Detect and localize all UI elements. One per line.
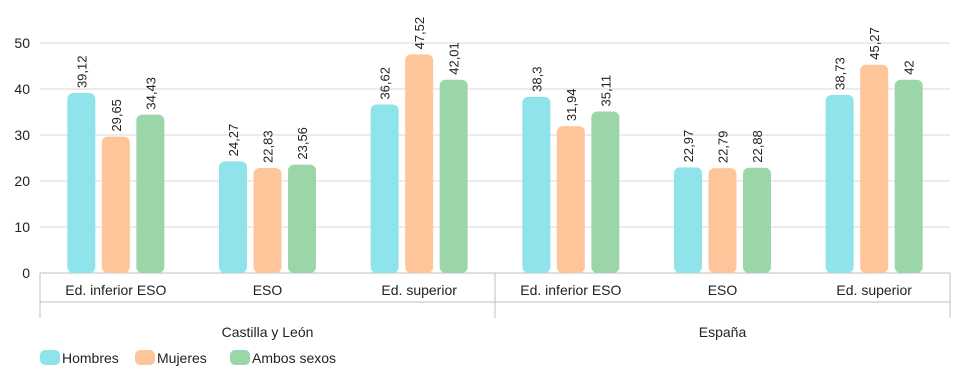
data-label: 34,43 [143, 77, 158, 110]
bar-mujeres [860, 64, 889, 274]
bar-ambos-sexos [136, 114, 165, 273]
data-label: 39,12 [74, 56, 89, 89]
data-label: 22,97 [681, 130, 696, 163]
data-label: 42 [902, 60, 917, 74]
legend-label: Mujeres [157, 350, 207, 366]
bar-mujeres [405, 54, 434, 273]
bar-ambos-sexos [894, 79, 923, 273]
bar-ambos-sexos [591, 111, 620, 273]
data-label: 36,62 [378, 67, 393, 100]
group-label: Castilla y León [222, 324, 314, 340]
bar-hombres [522, 96, 551, 273]
legend-swatch [230, 350, 250, 365]
bar-hombres [370, 104, 399, 273]
y-tick-label: 50 [14, 35, 30, 51]
data-label: 22,88 [750, 130, 765, 163]
category-label: Ed. superior [836, 282, 912, 298]
data-label: 29,65 [109, 99, 124, 132]
bar-mujeres [101, 136, 130, 273]
data-label: 38,3 [529, 67, 544, 92]
y-tick-label: 20 [14, 173, 30, 189]
category-label: ESO [708, 282, 738, 298]
legend-label: Ambos sexos [252, 350, 336, 366]
legend-label: Hombres [62, 350, 119, 366]
data-label: 42,01 [447, 42, 462, 75]
bar-ambos-sexos [288, 164, 316, 273]
y-tick-label: 30 [14, 127, 30, 143]
bar-hombres [825, 94, 854, 273]
category-label: ESO [253, 282, 283, 298]
y-tick-label: 0 [22, 265, 30, 281]
data-label: 22,79 [716, 131, 731, 164]
legend-swatch [40, 350, 60, 365]
data-label: 22,83 [261, 130, 276, 163]
bar-ambos-sexos [743, 167, 771, 273]
category-label: Ed. superior [381, 282, 457, 298]
bar-mujeres [708, 168, 737, 273]
data-label: 45,27 [867, 27, 882, 60]
y-tick-label: 10 [14, 219, 30, 235]
bar-hombres [219, 161, 247, 273]
category-label: Ed. inferior ESO [65, 282, 166, 298]
bar-hombres [674, 167, 702, 273]
data-label: 24,27 [226, 124, 241, 157]
bar-mujeres [253, 167, 282, 273]
legend-swatch [135, 350, 155, 365]
data-label: 31,94 [564, 89, 579, 122]
bar-ambos-sexos [439, 79, 468, 273]
data-label: 23,56 [295, 127, 310, 160]
group-label: España [699, 324, 747, 340]
data-label: 35,11 [598, 75, 613, 107]
data-label: 38,73 [833, 57, 848, 90]
bar-mujeres [556, 126, 585, 274]
data-label: 47,52 [412, 17, 427, 50]
bar-hombres [67, 93, 96, 273]
y-tick-label: 40 [14, 81, 30, 97]
category-label: Ed. inferior ESO [520, 282, 621, 298]
